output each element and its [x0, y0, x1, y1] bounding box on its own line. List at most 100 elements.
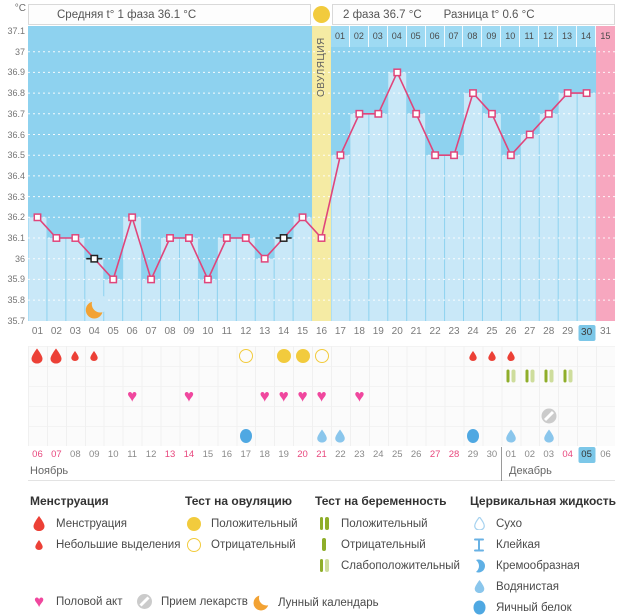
temp-point-day-09[interactable]: [185, 234, 193, 242]
temp-point-day-24[interactable]: [469, 89, 477, 98]
temp-point-day-18[interactable]: [355, 109, 364, 118]
phase2-day-number: 06: [425, 26, 445, 47]
cycle-day-label[interactable]: 29: [562, 326, 574, 337]
cycle-day-label[interactable]: 15: [297, 326, 309, 337]
temp-point-day-03[interactable]: [71, 234, 80, 242]
temp-point-day-27[interactable]: [525, 130, 534, 139]
cycle-day-label[interactable]: 12: [240, 326, 252, 337]
cycle-day-label[interactable]: 20: [391, 326, 403, 337]
temp-point-day-17[interactable]: [336, 151, 345, 160]
cycle-day-label[interactable]: 14: [278, 326, 290, 337]
day-column-fill: [47, 238, 66, 321]
temp-point-day-26[interactable]: [506, 151, 515, 160]
temp-point-day-16[interactable]: [317, 234, 326, 242]
calendar-date: 02: [524, 449, 536, 460]
cycle-day-label[interactable]: 08: [164, 326, 176, 337]
egg-white-icon: [470, 600, 488, 615]
temp-point-day-28[interactable]: [544, 109, 553, 118]
cycle-day-label[interactable]: 22: [429, 326, 441, 337]
temp-point-day-30[interactable]: [582, 89, 591, 98]
bars-weak-icon: [315, 559, 333, 572]
menstruation-icon: [50, 348, 62, 364]
temp-point-day-20[interactable]: [393, 68, 402, 77]
cycle-day-label[interactable]: 27: [524, 326, 536, 337]
cycle-day-label[interactable]: 19: [372, 326, 384, 337]
calendar-date: 17: [240, 449, 252, 460]
calendar-date: 24: [373, 449, 384, 460]
legend-item: Положительный: [315, 516, 460, 531]
cycle-day-label[interactable]: 23: [448, 326, 460, 337]
cycle-day-label[interactable]: 01: [31, 326, 44, 337]
cycle-day-label[interactable]: 17: [334, 326, 346, 337]
temp-point-day-15[interactable]: [298, 213, 307, 222]
cycle-day-label[interactable]: 31: [599, 326, 612, 337]
cycle-day-label[interactable]: 25: [486, 326, 498, 337]
temp-point-day-05[interactable]: [109, 275, 118, 284]
y-axis-tick: 36.3: [7, 191, 25, 202]
intercourse-icon: ♥: [297, 386, 308, 406]
calendar-date: 06: [600, 449, 611, 460]
cycle-day-label[interactable]: 09: [183, 326, 195, 337]
temp-point-day-12[interactable]: [241, 234, 250, 242]
y-axis-tick: 36.1: [7, 233, 25, 243]
calendar-date: 07: [51, 449, 62, 460]
y-axis-tick: 35.7: [7, 315, 25, 326]
phase2-day-number: 05: [406, 26, 426, 47]
cycle-day-label[interactable]: 11: [221, 326, 233, 337]
legend-item-label: Водянистая: [496, 580, 560, 593]
phase2-day-number: 15: [595, 26, 615, 47]
temp-point-day-14[interactable]: [279, 234, 288, 242]
cycle-day-label[interactable]: 06: [126, 326, 138, 337]
legend-item: Положительный: [185, 516, 298, 531]
phase2-header: 2 фаза 36.7 °C Разница t° 0.6 °C: [332, 4, 615, 25]
calendar-date: 14: [183, 449, 195, 460]
calendar-date: 12: [145, 449, 157, 460]
legend-item-label: Слабоположительный: [341, 559, 460, 572]
temp-point-day-10[interactable]: [203, 275, 212, 284]
legend-item: Клейкая: [470, 537, 616, 552]
cycle-day-label[interactable]: 26: [505, 326, 517, 337]
cycle-day-label[interactable]: 13: [259, 326, 271, 337]
y-axis-tick: 36.2: [7, 212, 25, 223]
temp-point-day-19[interactable]: [374, 109, 383, 118]
temp-point-day-29[interactable]: [563, 89, 572, 98]
temp-point-day-25[interactable]: [487, 109, 496, 118]
legend-misc-item: Прием лекарств: [135, 594, 248, 609]
temp-point-day-07[interactable]: [147, 275, 156, 284]
day-column-fill: [236, 238, 255, 321]
cycle-day-label[interactable]: 07: [145, 326, 157, 337]
phase2-day-number: 01: [331, 26, 350, 47]
cycle-day-label[interactable]: 10: [202, 326, 214, 337]
cycle-day-label[interactable]: 04: [88, 326, 100, 337]
cycle-day-label[interactable]: 24: [467, 326, 479, 337]
temp-point-day-01[interactable]: [33, 213, 42, 222]
cycle-day-label[interactable]: 02: [50, 326, 62, 337]
legend-section-title: Цервикальная жидкость: [470, 494, 617, 508]
temp-point-day-04[interactable]: [90, 254, 99, 263]
calendar-date: 19: [278, 449, 289, 460]
temp-point-day-22[interactable]: [431, 151, 440, 160]
cycle-day-label[interactable]: 16: [315, 326, 328, 337]
temperature-line: [36, 71, 587, 281]
intercourse-icon: ♥: [183, 386, 194, 406]
temp-point-day-21[interactable]: [412, 109, 421, 118]
cycle-day-label[interactable]: 05: [107, 326, 119, 337]
ovulation-band: [312, 26, 331, 321]
cycle-day-label[interactable]: 18: [353, 326, 365, 337]
cycle-day-label[interactable]: 28: [543, 326, 555, 337]
cycle-day-label[interactable]: 03: [69, 326, 81, 337]
drop-large-icon: [30, 516, 48, 531]
next-cycle-band: [596, 26, 615, 321]
temp-point-day-13[interactable]: [260, 254, 269, 263]
phase2-day-numbers-row: 01 02 03 04 05 06 07 08 09 10 11 12 13 14 15: [331, 26, 615, 47]
cervical-watery-icon: [335, 429, 346, 443]
temp-point-day-23[interactable]: [450, 151, 458, 160]
temp-point-day-02[interactable]: [52, 234, 61, 242]
temp-point-day-08[interactable]: [166, 234, 174, 242]
calendar-date: 01: [505, 449, 517, 460]
cycle-day-label[interactable]: 30: [578, 325, 596, 341]
temp-point-day-11[interactable]: [222, 234, 231, 242]
temp-point-day-06[interactable]: [128, 213, 137, 222]
month-label: Декабрь: [509, 465, 552, 477]
cycle-day-label[interactable]: 21: [410, 326, 422, 337]
